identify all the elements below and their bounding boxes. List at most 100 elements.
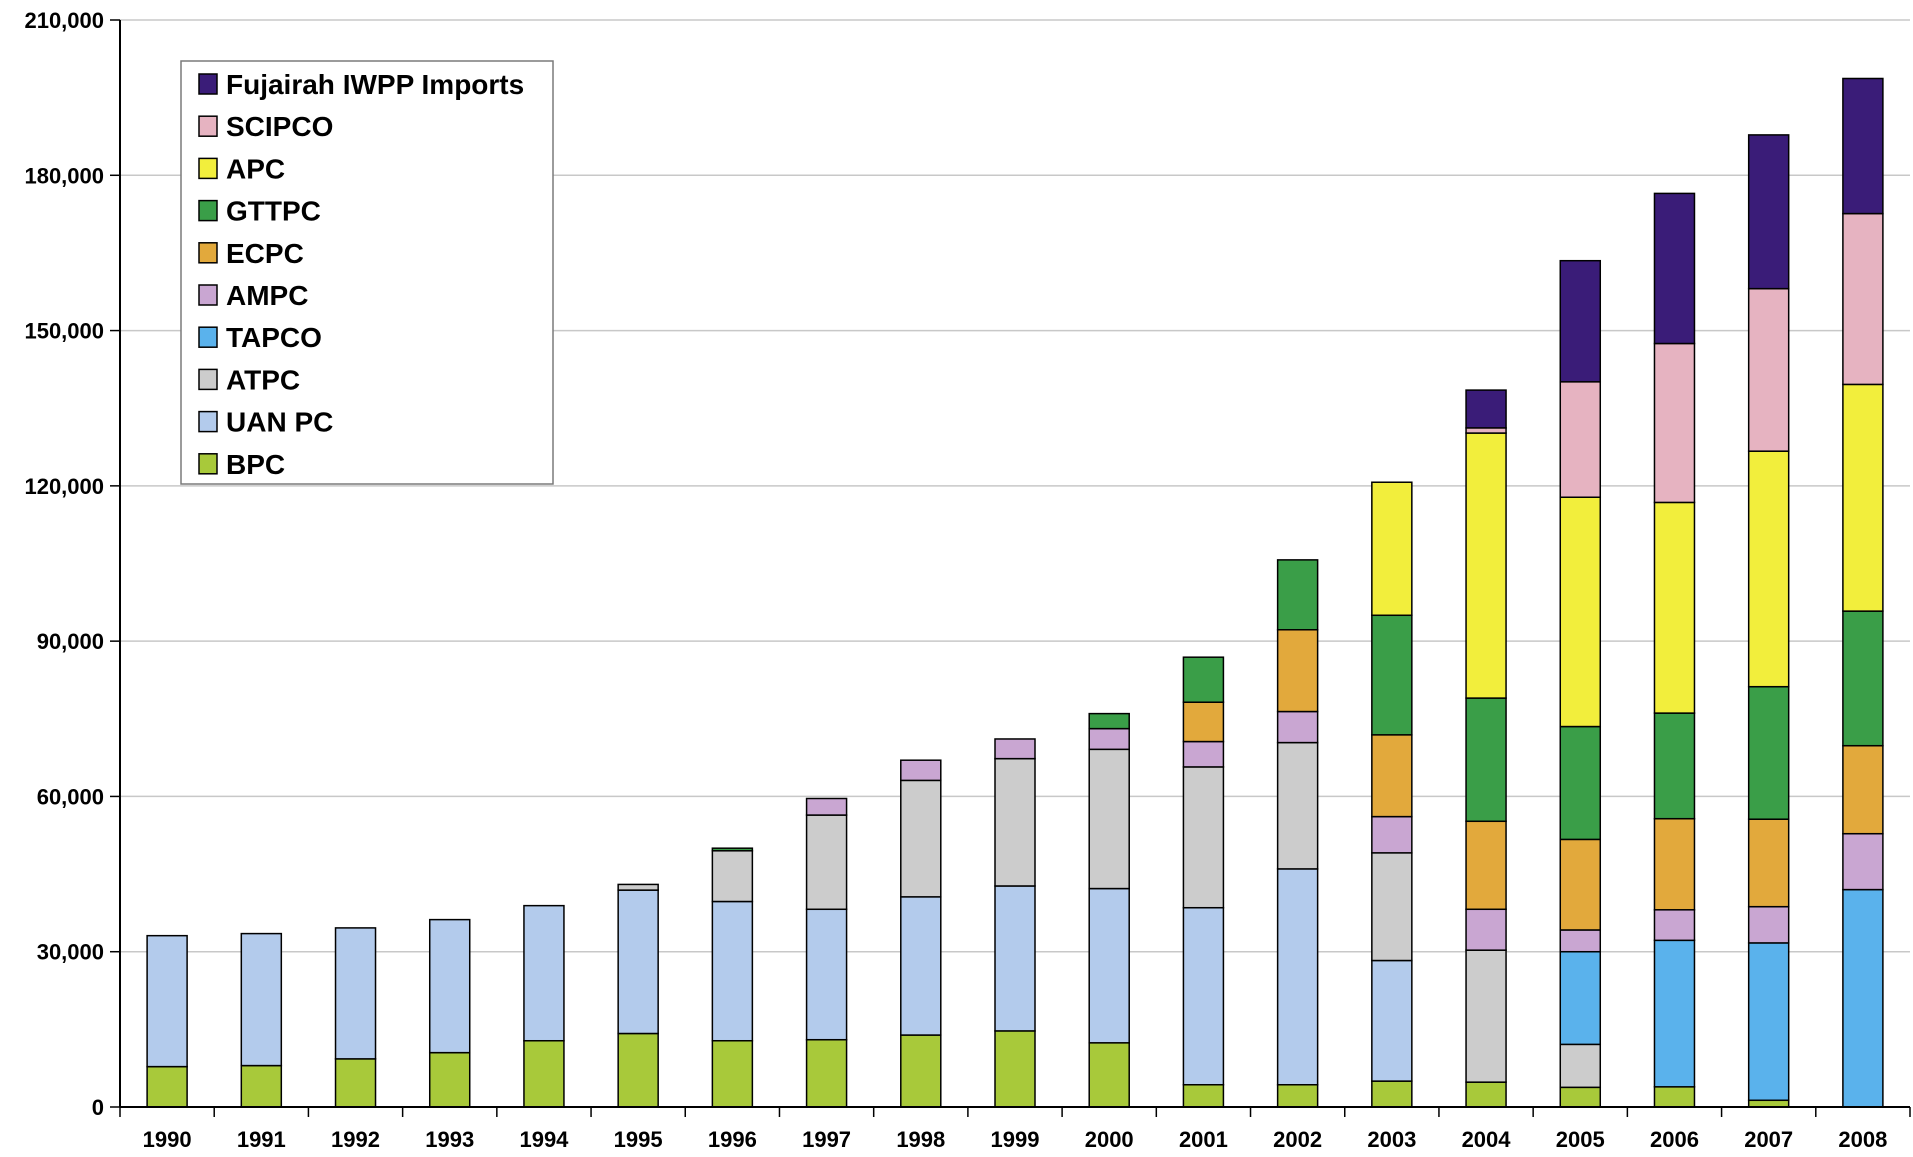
bar-segment xyxy=(1653,501,1696,714)
x-tick-label: 2004 xyxy=(1462,1127,1512,1152)
y-tick-label: 210,000 xyxy=(24,8,104,33)
bar-segment xyxy=(1276,741,1319,870)
x-tick-label: 2005 xyxy=(1556,1127,1605,1152)
bar-segment xyxy=(428,918,471,1054)
y-tick-label: 150,000 xyxy=(24,319,104,344)
bar-segment xyxy=(1182,656,1225,703)
bar-segment xyxy=(1747,818,1790,908)
y-tick-label: 120,000 xyxy=(24,474,104,499)
x-tick-label: 1993 xyxy=(425,1127,474,1152)
bar-segment xyxy=(1088,727,1130,751)
bar-segment xyxy=(1747,287,1790,452)
y-tick-label: 90,000 xyxy=(37,629,104,654)
bar-segment xyxy=(1371,959,1413,1082)
bar-segment xyxy=(1747,685,1790,820)
bar-segment xyxy=(1842,888,1884,1108)
x-tick-label: 2000 xyxy=(1085,1127,1134,1152)
legend-swatch xyxy=(198,368,218,391)
bar-segment xyxy=(1747,450,1790,688)
bar-segment xyxy=(900,896,942,1036)
bar-segment xyxy=(1559,725,1602,841)
legend-box xyxy=(180,60,554,485)
bar-segment xyxy=(1088,887,1130,1044)
bar-segment xyxy=(1276,559,1319,631)
bar-segment xyxy=(1088,748,1130,890)
bar-segment xyxy=(1276,868,1319,1086)
x-tick-label: 1995 xyxy=(614,1127,663,1152)
bar-segment xyxy=(1747,134,1790,290)
legend-label: BPC xyxy=(226,449,285,480)
bar-segment xyxy=(1747,905,1790,944)
bar-segment xyxy=(994,738,1036,760)
legend-swatch xyxy=(198,157,218,180)
legend-swatch xyxy=(198,73,218,95)
bar-segment xyxy=(1842,744,1884,835)
bar-segment xyxy=(1653,909,1696,942)
y-axis-ticks: 0 30,000 60,000 90,000 120,000 150,000 180,000… xyxy=(24,8,120,1120)
bar-segment xyxy=(1182,766,1225,909)
bar-segment xyxy=(1182,740,1225,768)
x-tick-label: 2008 xyxy=(1838,1127,1887,1152)
x-tick-label: 1992 xyxy=(331,1127,380,1152)
legend-label: GTTPC xyxy=(226,196,321,227)
bar-segment xyxy=(1276,1083,1319,1108)
bar-segment xyxy=(805,814,848,911)
bar-segment xyxy=(1653,1086,1696,1108)
legend-label: SCIPCO xyxy=(226,111,333,142)
x-axis-ticks: 1990 1991 1992 1993 1994 1995 1996 1997 1998 1999… xyxy=(119,1107,1911,1152)
legend-swatch xyxy=(198,115,218,137)
bar-segment xyxy=(805,908,848,1041)
x-tick-label: 1994 xyxy=(519,1127,569,1152)
legend-swatch xyxy=(198,453,218,475)
x-tick-label: 2006 xyxy=(1650,1127,1699,1152)
legend-label: ATPC xyxy=(226,364,300,395)
axes xyxy=(119,20,1910,1108)
x-tick-label: 2003 xyxy=(1367,1127,1416,1152)
bar-segment xyxy=(240,932,283,1067)
bar-segment xyxy=(994,1030,1036,1108)
bar-segment xyxy=(1088,712,1130,730)
bar-segment xyxy=(1653,342,1696,504)
bar-segment xyxy=(146,934,188,1068)
bar-segment xyxy=(1465,1081,1507,1108)
bar-segment xyxy=(1371,852,1413,962)
bar-segment xyxy=(1653,939,1696,1088)
bar-segment xyxy=(1842,383,1884,612)
legend-label: AMPC xyxy=(226,280,308,311)
y-tick-label: 60,000 xyxy=(37,784,104,809)
legend-swatch xyxy=(198,199,218,222)
bar-segment xyxy=(711,900,754,1042)
bar-segment xyxy=(1371,614,1413,736)
legend-label: UAN PC xyxy=(226,407,333,438)
y-tick-label: 180,000 xyxy=(24,163,104,188)
bar-segment xyxy=(1465,389,1507,429)
legend-swatch xyxy=(198,284,218,306)
legend-label: ECPC xyxy=(226,238,304,269)
bar-segment xyxy=(1465,432,1507,699)
bar-segment xyxy=(1276,629,1319,713)
x-tick-label: 1999 xyxy=(991,1127,1040,1152)
bar-segment xyxy=(1276,710,1319,744)
bars xyxy=(146,77,1884,1108)
bar-segment xyxy=(711,850,754,903)
legend-label: APC xyxy=(226,153,285,184)
bar-segment xyxy=(711,1039,754,1108)
bar-segment xyxy=(1371,734,1413,818)
bar-segment xyxy=(334,927,377,1060)
bar-segment xyxy=(1371,481,1413,617)
bar-segment xyxy=(1182,701,1225,743)
bar-segment xyxy=(1842,610,1884,747)
bar-segment xyxy=(1842,212,1884,386)
bar-segment xyxy=(1842,77,1884,215)
x-tick-label: 1991 xyxy=(237,1127,286,1152)
y-tick-label: 0 xyxy=(92,1095,104,1120)
bar-segment xyxy=(994,885,1036,1032)
x-tick-label: 1997 xyxy=(802,1127,851,1152)
bar-segment xyxy=(1747,1099,1790,1108)
x-tick-label: 2002 xyxy=(1273,1127,1322,1152)
bar-segment xyxy=(1465,697,1507,823)
bar-segment xyxy=(428,1051,471,1108)
bar-segment xyxy=(146,1065,188,1108)
bar-segment xyxy=(1653,712,1696,820)
